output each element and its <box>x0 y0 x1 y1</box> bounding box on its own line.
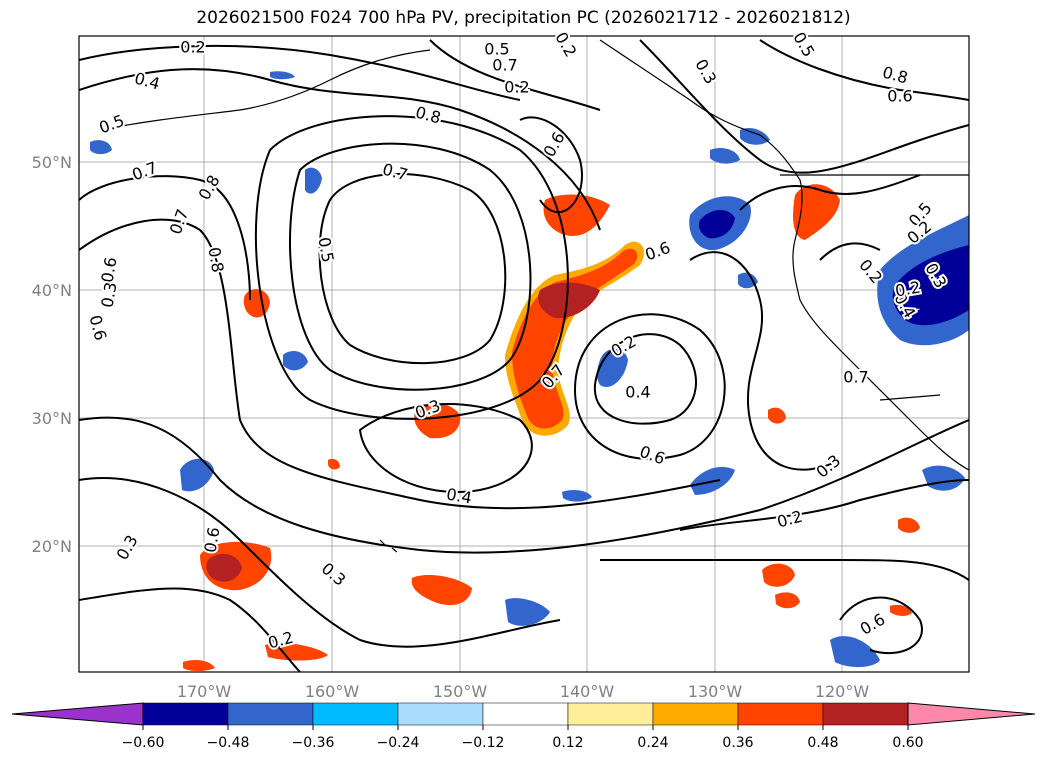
map-title: 2026021500 F024 700 hPa PV, precipitatio… <box>196 8 851 28</box>
pv-contour-north-2 <box>79 44 521 101</box>
pv-contour-north-1 <box>79 68 601 231</box>
pv-contour-label: 0.6 <box>887 87 912 106</box>
pv-contour-south <box>358 402 533 493</box>
pv-contour-sw <box>79 587 301 672</box>
colorbar-segment <box>397 702 484 726</box>
lon-label-120w: 120°W <box>815 682 870 701</box>
pv-contour-east-1 <box>689 251 841 471</box>
pv-contour-high-ring <box>573 313 726 460</box>
pv-contour-ne-2 <box>759 39 969 101</box>
lon-label-170w: 170°W <box>177 682 232 701</box>
pv-contour-se <box>839 596 923 655</box>
pv-contour-north-4 <box>519 116 583 214</box>
coastline-hawaii <box>379 539 398 553</box>
colorbar-tick-label: 0.36 <box>722 735 753 751</box>
pv-contour-north-3 <box>429 39 601 111</box>
colorbar-segment <box>567 702 654 726</box>
graticule <box>79 36 969 672</box>
pv-contour-coast <box>819 242 881 261</box>
lat-label-30n: 30°N <box>32 409 72 428</box>
map-frame <box>78 35 970 673</box>
border-us-mexico <box>879 394 941 401</box>
pv-contour-nw-1 <box>79 175 251 301</box>
precip-positive <box>183 184 920 671</box>
colorbar-segment <box>482 702 569 726</box>
colorbar-segment <box>227 702 314 726</box>
pv-contour-west-1 <box>79 218 721 510</box>
colorbar-tick-label: 0.60 <box>892 735 923 751</box>
colorbar-segment <box>737 702 824 726</box>
colorbar-tick-label: 0.48 <box>807 735 838 751</box>
coastline-aleutians <box>99 49 431 131</box>
pv-contour-high-center <box>593 333 697 425</box>
colorbar-tick-label: −0.36 <box>292 735 335 751</box>
colorbar-tick-label: −0.60 <box>122 735 165 751</box>
pv-contour-ne-1 <box>639 39 969 174</box>
pv-contour-ring-2 <box>289 142 532 391</box>
colorbar-extend-max <box>907 702 1036 726</box>
lat-label-50n: 50°N <box>32 153 72 172</box>
lat-label-40n: 40°N <box>32 281 72 300</box>
lat-label-20n: 20°N <box>32 537 72 556</box>
pv-contour-west-2 <box>79 416 969 554</box>
colorbar-segment <box>652 702 739 726</box>
colorbar-extend-min <box>11 702 144 726</box>
lon-label-160w: 160°W <box>305 682 360 701</box>
pv-contour-label: 0.4 <box>625 383 650 402</box>
pv-contour-label: 0.7 <box>492 56 517 75</box>
colorbar-segment <box>822 702 909 726</box>
coastline-north-america <box>599 39 969 471</box>
coastlines <box>99 39 969 553</box>
colorbar <box>11 702 1036 726</box>
colorbar-tick-label: 0.12 <box>552 735 583 751</box>
pv-contour-label: 0.5 <box>484 40 509 59</box>
pv-contour-low-center <box>318 173 507 365</box>
pv-contour-ne-3 <box>739 174 921 211</box>
pv-contour-label: 0.2 <box>180 38 205 57</box>
pv-contour-label: 0.2 <box>504 78 529 97</box>
colorbar-segment <box>312 702 399 726</box>
pv-contour-ring-3 <box>254 115 569 420</box>
pv-contour-east-2 <box>679 479 969 531</box>
colorbar-tick-label: −0.24 <box>377 735 420 751</box>
lon-label-140w: 140°W <box>560 682 615 701</box>
colorbar-segment <box>142 702 229 726</box>
colorbar-ticks: −0.60 −0.48 −0.36 −0.24 −0.12 0.12 0.24 0.36 0.4… <box>122 725 924 751</box>
colorbar-tick-label: −0.12 <box>462 735 505 751</box>
lon-label-130w: 130°W <box>688 682 743 701</box>
pv-contour-west-3 <box>79 477 561 648</box>
precip-negative <box>90 71 969 668</box>
pv-contour-label: 0.2 <box>266 628 296 653</box>
lon-label-150w: 150°W <box>433 682 488 701</box>
colorbar-tick-label: −0.48 <box>207 735 250 751</box>
pv-contour-label: 0.7 <box>843 368 868 387</box>
pv-contours <box>79 39 969 672</box>
colorbar-tick-label: 0.24 <box>637 735 668 751</box>
pv-contour-east-3 <box>600 559 969 581</box>
